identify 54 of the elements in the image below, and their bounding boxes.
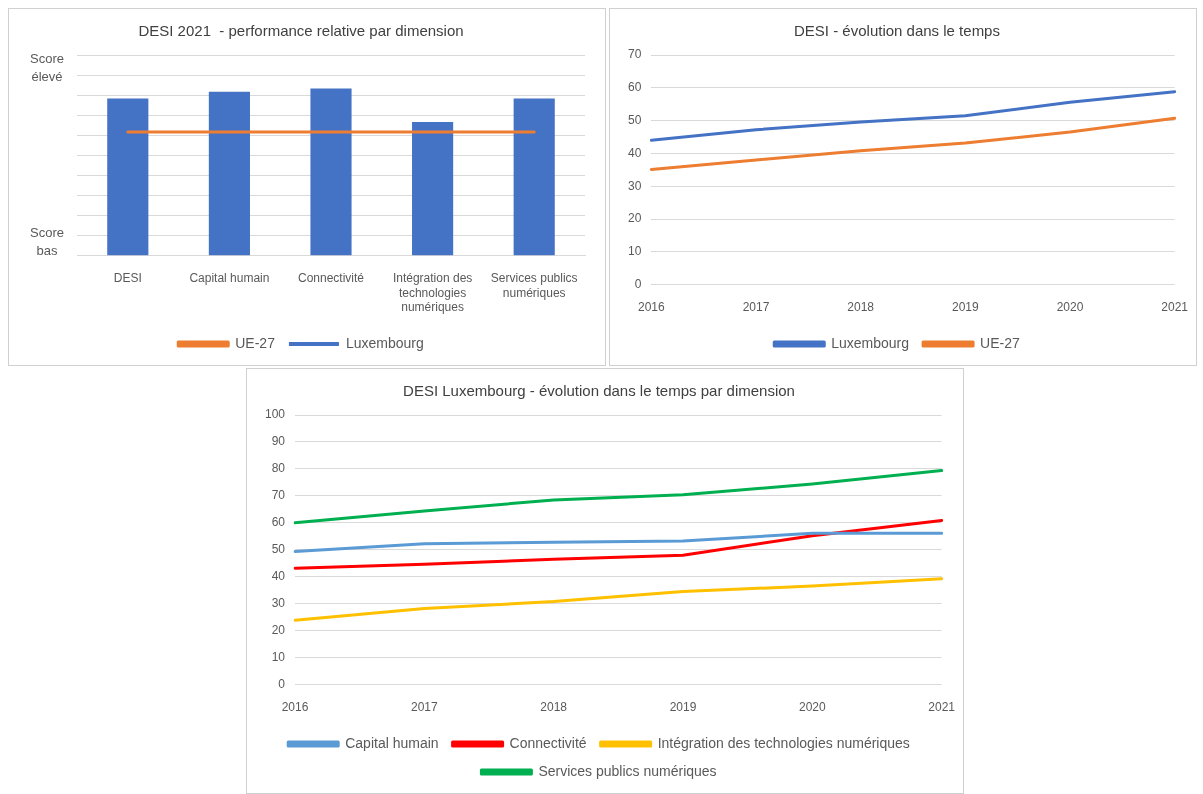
y-tick-label: 70	[271, 488, 286, 503]
x-tick-label: 2019	[669, 700, 697, 715]
bar	[208, 91, 250, 256]
x-tick-label: Services publics numériques	[490, 271, 578, 300]
y-tick-label: 50	[627, 112, 642, 127]
y-tick-label: 90	[271, 434, 286, 449]
y-tick-label: 0	[278, 676, 286, 691]
x-tick-label: 2019	[951, 300, 979, 315]
y-tick-label: 10	[627, 244, 642, 259]
y-tick-label: 20	[271, 622, 286, 637]
bar	[107, 98, 149, 256]
legend-label: UE-27	[235, 334, 276, 351]
legend-label: Intégration des technologies numériques	[657, 734, 910, 751]
chart-title: DESI - évolution dans le temps	[794, 22, 1000, 40]
bar	[310, 88, 352, 256]
text: Score élevé	[30, 50, 64, 84]
y-tick-label: 40	[627, 145, 642, 160]
bar	[513, 98, 555, 256]
legend-label: Luxembourg	[831, 334, 910, 351]
y-tick-label: 0	[634, 276, 642, 291]
chart-title: DESI Luxembourg - évolution dans le temps par dimension	[403, 382, 795, 400]
x-tick-label: 2021	[1161, 300, 1189, 315]
x-tick-label: 2017	[411, 700, 439, 715]
y-tick-label: 40	[271, 569, 286, 584]
x-tick-label: 2018	[540, 700, 568, 715]
legend-label: Connectivité	[509, 734, 587, 751]
y-tick-label: 30	[627, 178, 642, 193]
y-tick-label: 50	[271, 542, 286, 557]
y-tick-label: 20	[627, 211, 642, 226]
x-tick-label: Intégration des technologies numériques	[392, 271, 473, 315]
y-tick-label: 30	[271, 596, 286, 611]
y-tick-label: 100	[264, 407, 286, 422]
x-tick-label: 2021	[928, 700, 956, 715]
chart-title: DESI 2021 - performance relative par dimension	[138, 22, 464, 40]
x-tick-label: 2020	[1056, 300, 1084, 315]
x-tick-label: Capital humain	[189, 271, 270, 286]
legend-label: Services publics numériques	[538, 762, 717, 779]
y-tick-label: 70	[627, 47, 642, 62]
text: Score bas	[30, 225, 64, 259]
x-tick-label: Connectivité	[297, 271, 365, 286]
x-tick-label: 2017	[742, 300, 770, 315]
legend-label: Capital humain	[345, 734, 439, 751]
x-tick-label: 2018	[847, 300, 875, 315]
x-tick-label: 2016	[638, 300, 666, 315]
y-tick-label: 60	[271, 515, 286, 530]
y-tick-label: 10	[271, 649, 286, 664]
x-tick-label: 2016	[281, 700, 309, 715]
legend-label: UE-27	[980, 334, 1020, 351]
legend-label: Luxembourg	[345, 334, 424, 351]
y-tick-label: 80	[271, 461, 286, 476]
x-tick-label: DESI	[113, 271, 142, 286]
bar	[412, 121, 454, 256]
y-tick-label: 60	[627, 80, 642, 95]
x-tick-label: 2020	[798, 700, 826, 715]
